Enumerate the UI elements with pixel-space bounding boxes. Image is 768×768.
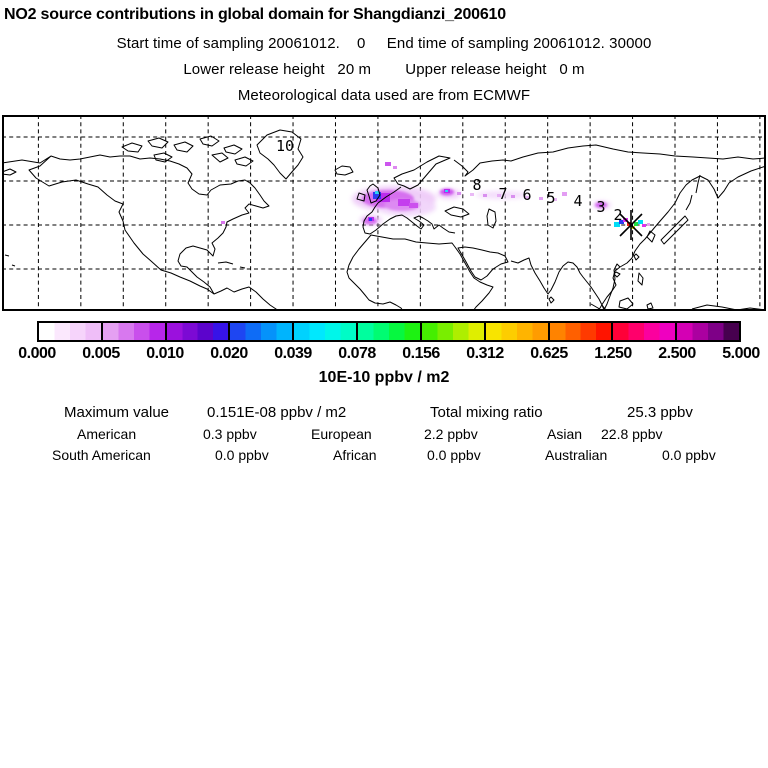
trajectory-day-label: 7 [498, 185, 507, 203]
colorbar-segment [677, 323, 739, 340]
total-mixing-ratio-value: 25.3 ppbv [627, 404, 693, 421]
colorbar [37, 321, 741, 342]
contribution-region-label: South American [52, 447, 151, 463]
met-data-line: Meteorological data used are from ECMWF [237, 87, 531, 104]
release-heights-line: Lower release height 20 m Upper release … [183, 61, 585, 78]
colorbar-tick: 5.000 [722, 345, 760, 362]
colorbar-tick: 0.625 [530, 345, 568, 362]
colorbar-tick: 0.000 [18, 345, 56, 362]
contribution-value: 0.0 ppbv [427, 447, 481, 463]
trajectory-labels: 10 8 7 6 5 4 3 2 [276, 137, 623, 224]
maximum-value: 0.151E-08 ppbv / m2 [207, 404, 347, 421]
colorbar-unit-label: 10E-10 ppbv / m2 [318, 369, 450, 386]
concentration-plume [221, 162, 650, 229]
colorbar-segment [230, 323, 295, 340]
colorbar-segment [421, 323, 486, 340]
world-map-panel: 10 8 7 6 5 4 3 2 [2, 115, 766, 311]
colorbar-segment [549, 323, 614, 340]
colorbar-tick-labels: 0.000 0.005 0.010 0.020 0.039 0.078 0.156 0.312… [0, 345, 768, 363]
trajectory-day-label: 8 [472, 176, 481, 194]
page-title: NO2 source contributions in global domai… [4, 6, 506, 23]
contribution-region-label: African [333, 447, 377, 463]
total-mixing-ratio-label: Total mixing ratio [430, 404, 543, 421]
sampling-times-line: Start time of sampling 20061012. 0 End t… [116, 35, 652, 52]
world-map: 10 8 7 6 5 4 3 2 [2, 115, 766, 311]
colorbar-tick: 0.010 [146, 345, 184, 362]
colorbar-segment [358, 323, 422, 340]
trajectory-day-label: 6 [522, 186, 531, 204]
contribution-region-label: Asian [547, 426, 583, 442]
contribution-value: 0.3 ppbv [203, 426, 257, 442]
receptor-star-marker [619, 210, 643, 240]
colorbar-tick: 0.078 [338, 345, 376, 362]
colorbar-tick: 0.005 [82, 345, 120, 362]
map-graticule [2, 115, 766, 311]
contribution-value: 22.8 ppbv [601, 426, 663, 442]
maximum-value-label: Maximum value [64, 404, 170, 421]
colorbar-segment [166, 323, 231, 340]
colorbar-tick: 0.156 [402, 345, 440, 362]
colorbar-tick: 0.039 [274, 345, 312, 362]
colorbar-tick: 2.500 [658, 345, 696, 362]
trajectory-day-label: 5 [546, 189, 555, 207]
trajectory-day-label: 4 [573, 192, 582, 210]
contribution-region-label: American [77, 426, 137, 442]
contribution-value: 2.2 ppbv [424, 426, 478, 442]
colorbar-segment [485, 323, 550, 340]
colorbar-tick: 0.020 [210, 345, 248, 362]
colorbar-segment [102, 323, 167, 340]
trajectory-day-label: 10 [276, 137, 294, 155]
colorbar-segment [613, 323, 678, 340]
trajectory-day-label: 3 [596, 198, 605, 216]
map-border [2, 115, 766, 311]
contribution-value: 0.0 ppbv [662, 447, 716, 463]
colorbar-tick: 0.312 [466, 345, 504, 362]
trajectory-day-label: 2 [613, 206, 622, 224]
colorbar-tick: 1.250 [594, 345, 632, 362]
colorbar-segment [294, 323, 359, 340]
contribution-value: 0.0 ppbv [215, 447, 269, 463]
coastlines [2, 129, 766, 311]
colorbar-segment [39, 323, 103, 340]
contribution-region-label: Australian [545, 447, 608, 463]
contribution-region-label: European [311, 426, 372, 442]
